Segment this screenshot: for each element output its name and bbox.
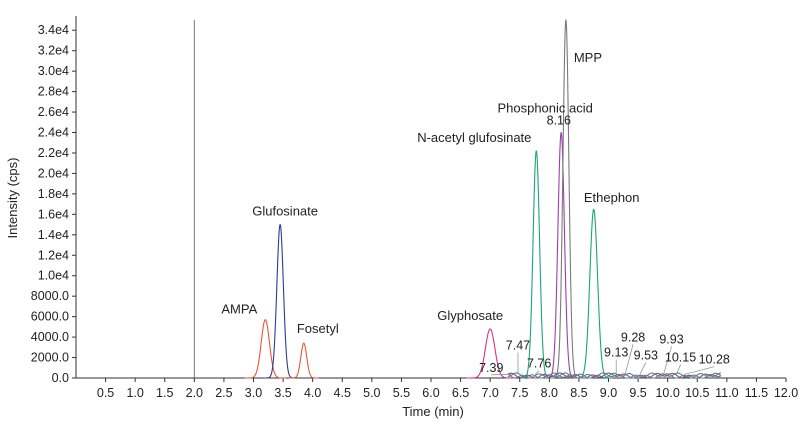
y-tick-label: 3.2e4 (38, 44, 69, 58)
rt-leader-line (639, 362, 647, 375)
y-tick-label: 2.2e4 (38, 146, 69, 160)
baseline-noise-trace (507, 372, 722, 379)
series-line-glufosinate (263, 224, 297, 379)
x-tick-label: 4.0 (304, 386, 321, 400)
y-tick-label: 8000.0 (31, 289, 69, 303)
rt-leader-line (624, 344, 634, 375)
y-tick-label: 2.4e4 (38, 126, 69, 140)
x-tick-label: 5.0 (363, 386, 380, 400)
y-tick-label: 2.0e4 (38, 166, 69, 180)
rt-label: 7.39 (479, 361, 503, 375)
x-tick-label: 10.5 (685, 386, 709, 400)
rt-leader-line (684, 366, 715, 375)
x-tick-label: 5.5 (393, 386, 410, 400)
x-tick-label: 4.5 (334, 386, 351, 400)
rt-label: 9.13 (604, 346, 628, 360)
peak-label: AMPA (221, 302, 257, 317)
series-line-ampa (244, 319, 287, 379)
x-tick-label: 7.5 (511, 386, 528, 400)
y-tick-label: 2000.0 (31, 351, 69, 365)
rt-leader-line (663, 346, 672, 375)
y-axis-title: Intensity (cps) (5, 158, 20, 239)
peak-label: Glyphosate (437, 308, 503, 323)
x-tick-label: 2.0 (186, 386, 203, 400)
x-tick-label: 1.0 (126, 386, 143, 400)
y-tick-label: 1.0e4 (38, 269, 69, 283)
x-tick-label: 9.5 (629, 386, 646, 400)
x-tick-label: 9.0 (600, 386, 617, 400)
peak-labels: AMPA Glufosinate Fosetyl Glyphosate N-acetyl… (221, 50, 730, 376)
rt-leader-line (676, 364, 681, 375)
rt-label: 10.15 (665, 351, 696, 365)
peak-label: N-acetyl glufosinate (417, 130, 531, 145)
x-axis-title: Time (min) (402, 404, 464, 419)
series-line-glyphosate (466, 328, 514, 379)
y-tick-label: 1.4e4 (38, 228, 69, 242)
x-tick-label: 11.0 (715, 386, 738, 400)
x-tick-label: 1.5 (156, 386, 173, 400)
peak-label: MPP (574, 50, 602, 65)
y-tick-label: 6000.0 (31, 310, 69, 324)
x-tick-label: 6.0 (422, 386, 439, 400)
x-tick-label: 12.0 (774, 386, 798, 400)
rt-label: 7.47 (506, 339, 530, 353)
x-tick-label: 6.5 (452, 386, 469, 400)
x-tick-label: 7.0 (481, 386, 498, 400)
y-tick-label: 2.8e4 (38, 85, 69, 99)
y-tick-label: 4000.0 (31, 330, 69, 344)
rt-leader-line (534, 370, 540, 375)
axes: 0.5 1.0 1.5 2.0 2.5 3.0 3.5 4.0 4.5 5.0 5.5 6.0 6.5 7… (31, 16, 798, 400)
series-line-phosphonic_acid (544, 131, 578, 379)
x-tick-label: 3.0 (245, 386, 262, 400)
y-tick-label: 0.0 (52, 371, 69, 385)
baseline-noise-trace (507, 372, 722, 379)
x-tick-label: 2.5 (215, 386, 232, 400)
x-tick-label: 0.5 (97, 386, 114, 400)
rt-label: 9.93 (659, 332, 683, 346)
series-line-fosetyl (288, 342, 319, 379)
rt-label: 8.16 (547, 114, 571, 128)
x-tick-label: 11.5 (745, 386, 768, 400)
x-tick-label: 8.5 (570, 386, 587, 400)
x-tick-label: 10.0 (655, 386, 679, 400)
x-tick-label: 8.0 (541, 386, 558, 400)
y-tick-label: 1.6e4 (38, 207, 69, 221)
peak-label: Fosetyl (297, 321, 339, 336)
peak-label: Ethephon (584, 190, 640, 205)
y-tick-label: 3.4e4 (38, 23, 69, 37)
y-tick-label: 2.6e4 (38, 105, 69, 119)
series-lines (244, 19, 722, 379)
peak-label: Glufosinate (252, 204, 318, 219)
peak-label: Phosphonic acid (497, 101, 592, 116)
rt-label: 9.53 (634, 349, 658, 363)
rt-label: 10.28 (699, 353, 730, 367)
y-tick-label: 1.2e4 (38, 248, 69, 262)
y-tick-label: 1.8e4 (38, 187, 69, 201)
rt-label: 9.28 (621, 330, 645, 344)
rt-label: 7.76 (527, 357, 551, 371)
x-tick-label: 3.5 (274, 386, 291, 400)
y-tick-label: 3.0e4 (38, 64, 69, 78)
